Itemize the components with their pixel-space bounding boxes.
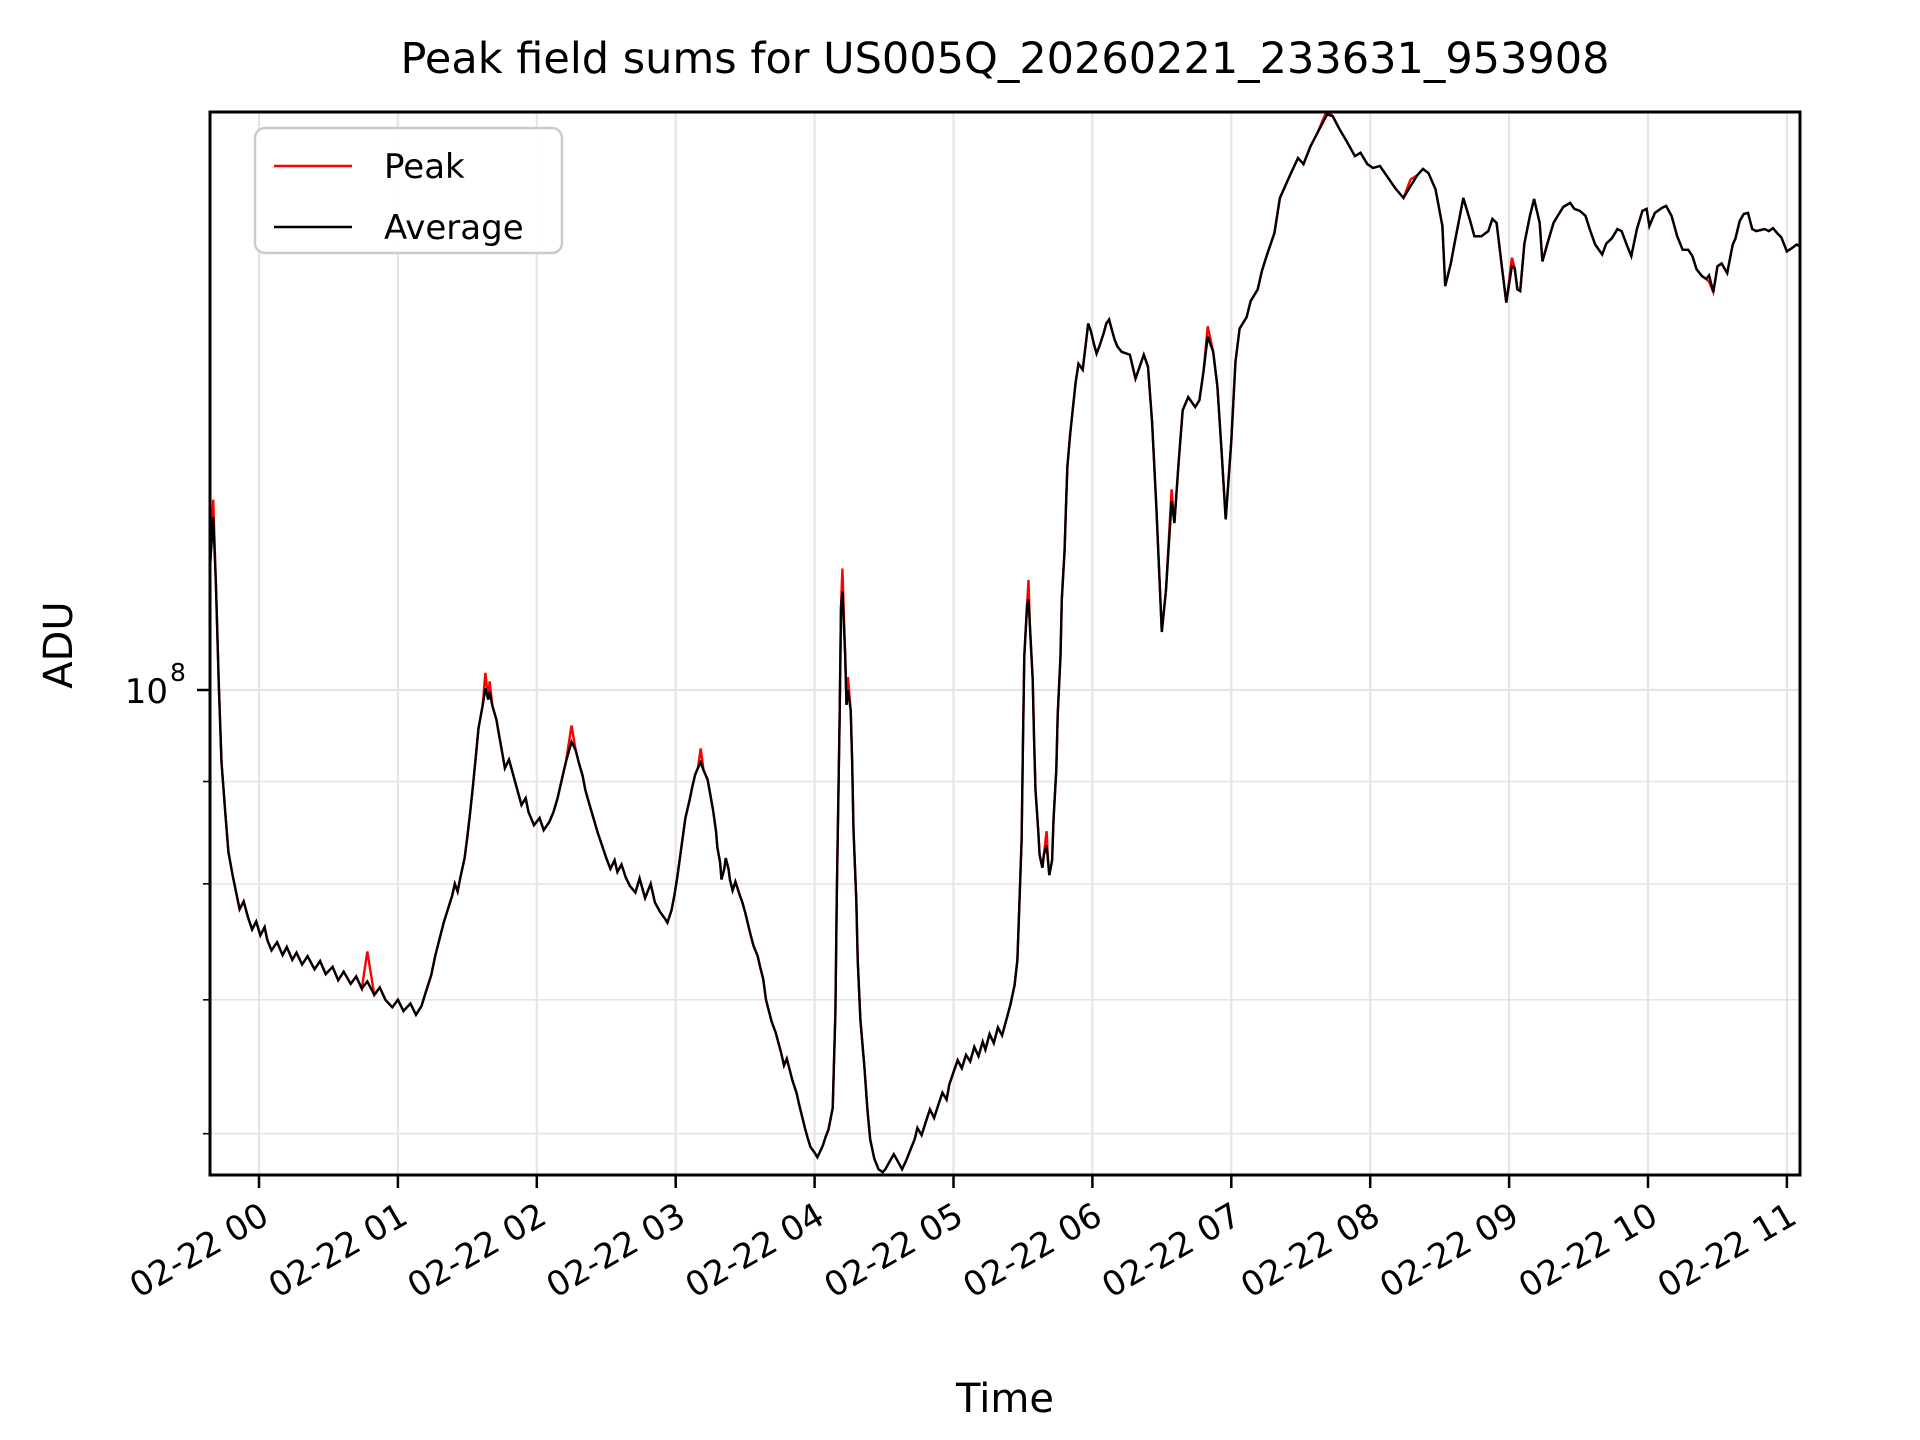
x-tick-label: 02-22 06 [957, 1195, 1109, 1306]
x-tick-label: 02-22 11 [1651, 1195, 1803, 1306]
x-axis-label: Time [955, 1376, 1054, 1422]
y-tick-exponent: 8 [170, 658, 186, 687]
x-tick-label: 02-22 09 [1373, 1195, 1525, 1306]
legend-box [253, 126, 564, 255]
x-tick-label: 02-22 02 [401, 1195, 553, 1306]
legend-peak-label: Peak [384, 147, 465, 187]
legend: Peak Average [253, 126, 564, 255]
x-tick-label: 02-22 03 [540, 1195, 692, 1306]
chart-title: Peak field sums for US005Q_20260221_2336… [401, 34, 1610, 84]
x-tick-label: 02-22 10 [1512, 1195, 1664, 1306]
axis-ticks [197, 688, 1789, 1188]
axes-spines [208, 110, 1802, 1177]
y-axis-label: ADU [36, 601, 82, 688]
grid-lines [210, 112, 1800, 1175]
average-series-line [210, 112, 1800, 1174]
plot-area [210, 112, 1800, 1175]
x-tick-label: 02-22 01 [262, 1195, 414, 1306]
x-tick-label: 02-22 08 [1234, 1195, 1386, 1306]
legend-average-label: Average [384, 208, 524, 248]
x-tick-label: 02-22 05 [818, 1195, 970, 1306]
x-tick-label: 02-22 04 [679, 1195, 831, 1306]
x-tick-label: 02-22 00 [123, 1195, 275, 1306]
x-tick-label: 02-22 07 [1095, 1195, 1247, 1306]
y-tick-label: 10 8 [125, 658, 186, 712]
y-tick-base: 10 [125, 672, 168, 712]
